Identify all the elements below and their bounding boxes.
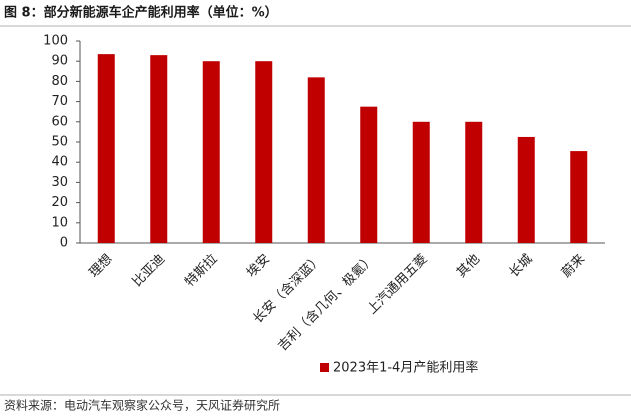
bar — [412, 121, 430, 243]
y-tick-label: 0 — [60, 236, 68, 251]
y-tick-label: 50 — [51, 135, 68, 150]
x-tick-label: 吉利（含几何、极氪） — [275, 251, 378, 354]
bar — [360, 106, 378, 244]
y-tick-label: 70 — [51, 94, 68, 109]
legend-swatch — [320, 363, 329, 372]
x-tick-label: 埃安 — [244, 252, 273, 281]
y-tick-label: 100 — [43, 34, 68, 49]
chart-title: 图 8：部分新能源车企产能利用率（单位：%） — [4, 5, 278, 21]
source: 资料来源：电动汽车观察家公众号，天风证券研究所 — [4, 398, 280, 413]
x-tick-label: 其他 — [454, 252, 483, 281]
x-tick-label: 蔚来 — [559, 252, 588, 281]
x-tick-label: 比亚迪 — [130, 252, 168, 290]
y-tick-label: 80 — [51, 74, 68, 89]
y-tick-label: 90 — [51, 54, 68, 69]
bar — [150, 55, 168, 243]
bar — [517, 136, 535, 243]
x-tick-label: 特斯拉 — [182, 252, 220, 290]
bar — [465, 121, 483, 243]
bar — [307, 77, 325, 243]
bar — [97, 54, 115, 243]
y-tick-label: 10 — [51, 215, 68, 230]
bar — [202, 61, 220, 244]
bar — [570, 151, 588, 243]
x-tick-label: 理想 — [86, 251, 116, 281]
y-tick-label: 30 — [51, 175, 68, 190]
legend-label: 2023年1-4月产能利用率 — [333, 360, 478, 376]
y-tick-label: 20 — [51, 195, 68, 210]
bar — [255, 61, 273, 244]
y-tick-label: 60 — [51, 114, 68, 129]
x-tick-label: 长城 — [507, 252, 536, 281]
y-tick-label: 40 — [51, 155, 68, 170]
